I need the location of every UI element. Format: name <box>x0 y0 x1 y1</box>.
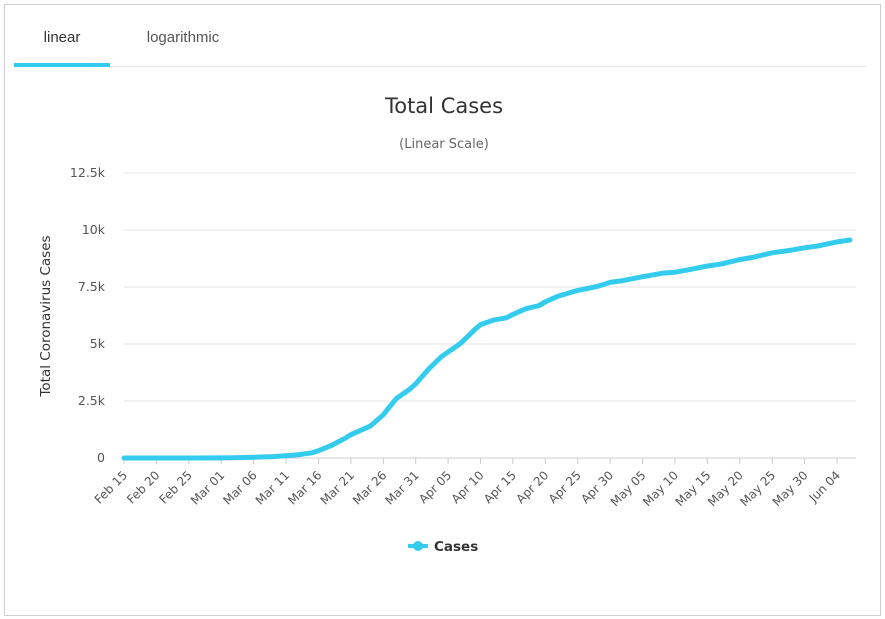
tab-logarithmic-label: logarithmic <box>146 29 220 46</box>
active-tab-underline <box>14 63 110 67</box>
x-tick-label: Apr 10 <box>449 468 487 506</box>
chart-subtitle: (Linear Scale) <box>399 137 489 152</box>
tab-linear-label: linear <box>43 29 81 46</box>
x-tick-label: Mar 01 <box>188 468 227 507</box>
gridlines <box>124 172 856 459</box>
x-tick-label: Jun 04 <box>806 468 843 505</box>
x-tick-label: Mar 16 <box>285 468 324 507</box>
x-tick-label: Apr 05 <box>416 468 454 506</box>
x-tick-label: Feb 25 <box>157 468 195 506</box>
legend[interactable]: Cases <box>408 539 478 555</box>
scale-tabs: linear logarithmic <box>14 18 866 67</box>
tab-linear[interactable]: linear <box>14 18 110 67</box>
y-tick-label: 10k <box>82 222 106 237</box>
y-axis-label: Total Coronavirus Cases <box>38 235 54 397</box>
x-tick-label: Mar 06 <box>220 468 259 507</box>
x-tick-label: Feb 15 <box>92 468 130 506</box>
x-tick-label: Apr 25 <box>546 468 584 506</box>
chart-container <box>4 4 881 616</box>
y-tick-label: 7.5k <box>78 279 106 294</box>
x-tick-label: Apr 20 <box>513 468 551 506</box>
x-tick-label: Mar 26 <box>350 468 389 507</box>
y-tick-label: 12.5k <box>70 165 106 180</box>
x-tick-label: Mar 31 <box>382 468 421 507</box>
x-tick-label: Mar 11 <box>253 468 292 507</box>
y-tick-label: 5k <box>90 336 106 351</box>
series-line-cases[interactable] <box>121 237 853 461</box>
chart-title: Total Cases <box>384 94 503 118</box>
legend-dot-marker <box>413 541 423 551</box>
x-tick-label: May 30 <box>770 468 811 509</box>
x-tick-label: Mar 21 <box>318 468 357 507</box>
series-layer <box>121 237 853 461</box>
y-tick-label: 0 <box>97 450 105 465</box>
legend-label-cases: Cases <box>434 539 478 555</box>
y-axis-ticks: 0 2.5k 5k 7.5k 10k 12.5k <box>70 165 106 465</box>
x-tick-label: Apr 15 <box>481 468 519 506</box>
x-tick-label: Feb 20 <box>124 468 162 506</box>
y-tick-label: 2.5k <box>78 393 106 408</box>
tab-logarithmic[interactable]: logarithmic <box>128 18 238 66</box>
